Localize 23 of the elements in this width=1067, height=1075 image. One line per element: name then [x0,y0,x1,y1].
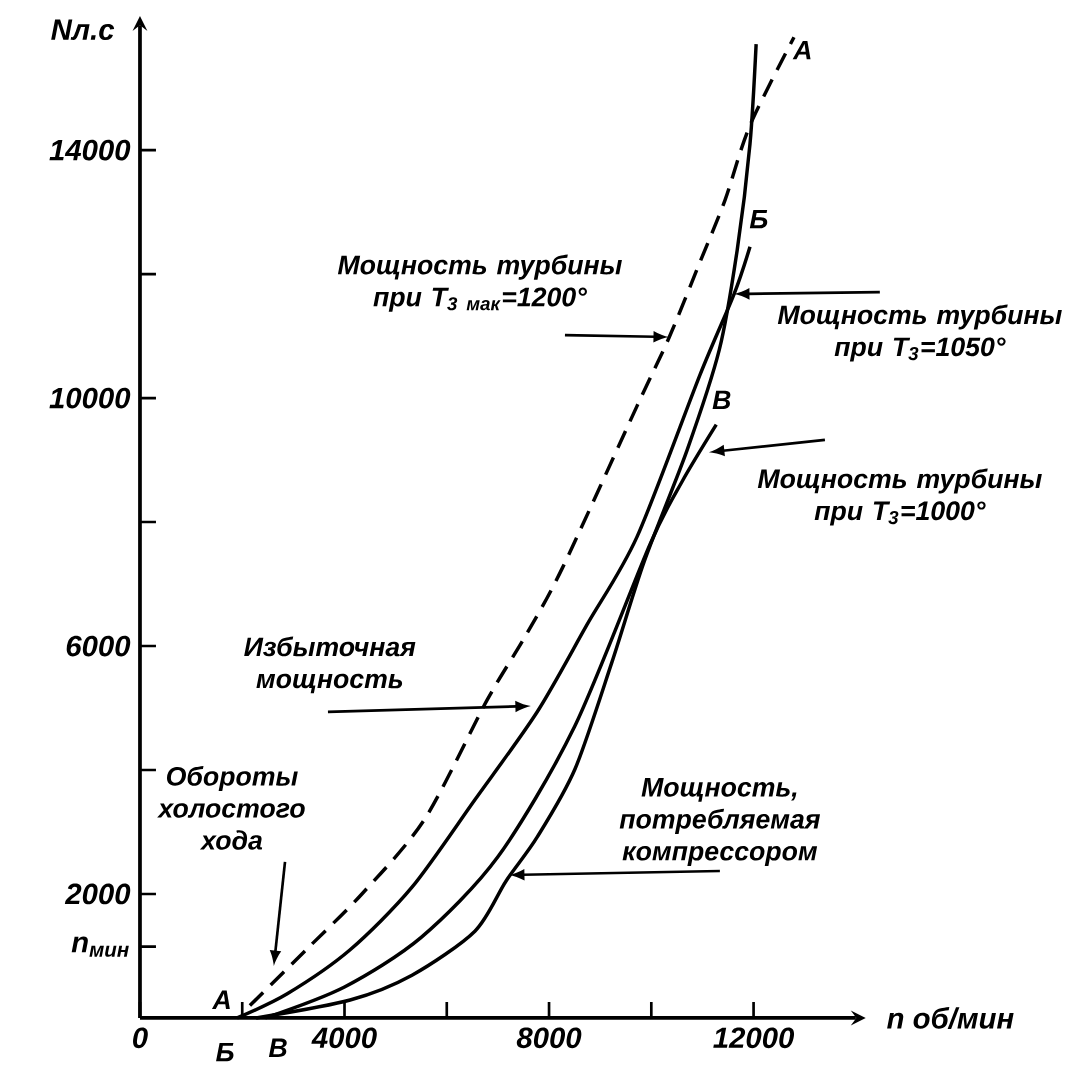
annotation: Обороты холостого хода [157,765,305,850]
annotation: Мощность, потребляемая компрессором [619,778,821,866]
x-tick-label: 4000 [311,1027,377,1049]
x-tick-label: 12000 [713,1027,795,1049]
text: В [269,1038,287,1057]
annotation: Б [749,209,768,229]
x-tick-label: 8000 [516,1027,582,1049]
y-tick-label: 6000 [66,635,131,657]
y-tick-label: 14000 [49,139,131,161]
annotation: Мощность турбины при T$_{3 мак}$=1200° [338,254,623,312]
y-tick-label: 2000 [64,883,131,905]
y-axis-title: Nл.с [51,19,115,40]
y-tick-label: n$_{мин}$ [71,936,129,957]
annotation: Мощность турбины при T$_{3}$=1000° [757,468,1042,526]
annotation: A [212,990,230,1009]
text: Б [216,1042,234,1062]
annotation: В [712,390,731,410]
annotation: Мощность турбины при T$_{3}$=1050° [777,304,1062,362]
x-axis-title: n об/мин [887,1006,1014,1029]
y-tick-label: 10000 [49,387,131,409]
x-tick-label: 0 [133,1027,148,1049]
annotation: Избыточная мощность [244,636,416,694]
annotation: A [792,40,811,60]
